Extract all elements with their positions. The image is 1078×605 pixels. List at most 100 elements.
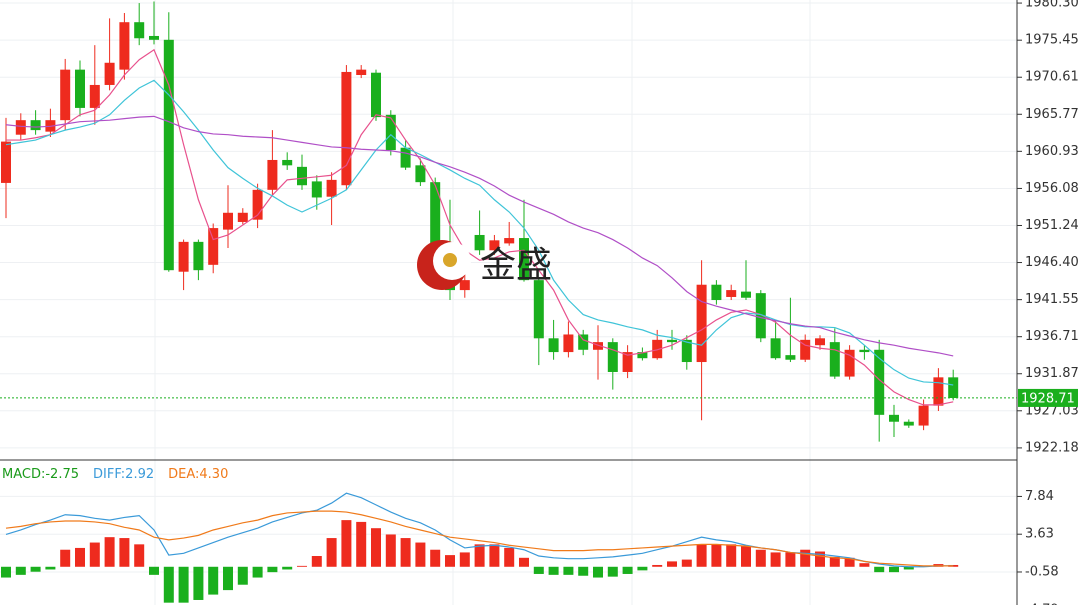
candle-body	[297, 166, 307, 186]
macd-bar	[193, 566, 204, 600]
macd-bar	[223, 566, 233, 591]
candle-body	[459, 280, 470, 291]
candle-body	[385, 114, 396, 151]
macd-bar	[297, 565, 307, 567]
candle-body	[815, 338, 825, 346]
macd-bar	[578, 566, 589, 576]
macd-bar	[341, 520, 352, 567]
candle-body	[800, 339, 811, 360]
macd-bar	[119, 538, 130, 567]
y-tick-label: 1927.03	[1025, 403, 1078, 418]
y-tick-label: 1951.24	[1025, 218, 1078, 233]
macd-bar	[785, 552, 796, 567]
logo	[443, 253, 457, 267]
ma-line	[6, 48, 954, 406]
candle-body	[208, 228, 219, 265]
candle-body	[607, 342, 618, 372]
candle-body	[356, 69, 367, 76]
y-tick-label: 1956.08	[1025, 181, 1078, 196]
y-tick-label: 1936.71	[1025, 329, 1078, 344]
macd-bar	[667, 561, 677, 567]
candle-body	[489, 240, 500, 251]
watermark-text: 金盛	[480, 245, 552, 286]
macd-bar	[593, 566, 603, 578]
candle-body	[326, 179, 337, 197]
candle-body	[785, 355, 796, 360]
y-tick-label: 7.84	[1025, 489, 1054, 504]
candle-body	[341, 71, 352, 186]
candle-body	[282, 159, 293, 166]
macd-bar	[134, 544, 145, 567]
macd-bar	[415, 542, 426, 567]
candle-body	[548, 338, 559, 353]
candle-body	[874, 349, 885, 415]
macd-bar	[770, 552, 781, 567]
ma-line	[5, 79, 954, 386]
candle-body	[504, 238, 515, 244]
macd-bar	[889, 566, 899, 573]
watermark: 金盛	[417, 240, 552, 290]
candle-body	[770, 338, 781, 359]
macd-bar	[45, 566, 56, 570]
candle-body	[104, 62, 115, 85]
macd-bar	[208, 566, 219, 595]
candle-body	[237, 212, 248, 222]
candle-body	[652, 339, 663, 359]
candle-body	[711, 284, 722, 301]
macd-bar	[696, 544, 707, 567]
macd-bar	[75, 547, 85, 567]
readout-value: -2.75	[45, 467, 79, 482]
candle-body	[134, 22, 145, 39]
candle-body	[400, 147, 411, 168]
candle-body	[430, 182, 441, 265]
macd-bar	[1, 566, 11, 578]
y-tick-label: 1941.55	[1025, 292, 1078, 307]
candle-body	[563, 334, 574, 353]
candle-body	[89, 84, 100, 108]
macd-bar	[371, 528, 381, 567]
y-tick-label: 1980.30	[1025, 0, 1078, 11]
macd-bar	[400, 538, 411, 567]
candle-body	[889, 414, 899, 422]
candle-body	[311, 181, 322, 198]
candle-body	[223, 212, 233, 230]
macd-bar	[89, 542, 100, 567]
macd-bar	[622, 566, 633, 574]
macd-bar	[652, 564, 663, 567]
y-tick-label: 1960.93	[1025, 144, 1078, 159]
candle-body	[178, 241, 189, 272]
macd-bar	[829, 556, 840, 567]
y-tick-label: -4.79	[1025, 602, 1059, 605]
candle-body	[163, 39, 174, 271]
macd-bar	[459, 552, 470, 567]
y-tick-label: -0.58	[1025, 564, 1059, 579]
candle-body	[15, 120, 26, 135]
macd-bar	[282, 566, 293, 570]
macd-bar	[445, 555, 455, 567]
candle-body	[741, 291, 751, 298]
candle-body	[918, 405, 929, 426]
macd-bar	[15, 566, 26, 575]
candle-body	[903, 421, 914, 426]
macd-bar	[519, 557, 529, 567]
macd-bar	[681, 559, 692, 567]
macd-bar	[607, 566, 618, 577]
y-tick-label: 1975.45	[1025, 33, 1078, 48]
y-tick-label: 1922.18	[1025, 440, 1078, 455]
macd-bar	[30, 566, 41, 572]
macd-bar	[711, 544, 722, 567]
macd-bar	[385, 534, 396, 567]
macd-bar	[755, 549, 766, 567]
macd-bar	[237, 566, 248, 585]
candle-body	[371, 72, 381, 118]
macd-bar	[800, 549, 811, 567]
candle-body	[119, 22, 130, 70]
macd-bar	[844, 557, 855, 567]
macd-bar	[489, 544, 500, 567]
candle-body	[415, 165, 426, 183]
macd-bar	[874, 566, 885, 573]
candle-body	[193, 241, 204, 271]
macd-bar	[637, 566, 648, 571]
candle-body	[267, 159, 278, 190]
